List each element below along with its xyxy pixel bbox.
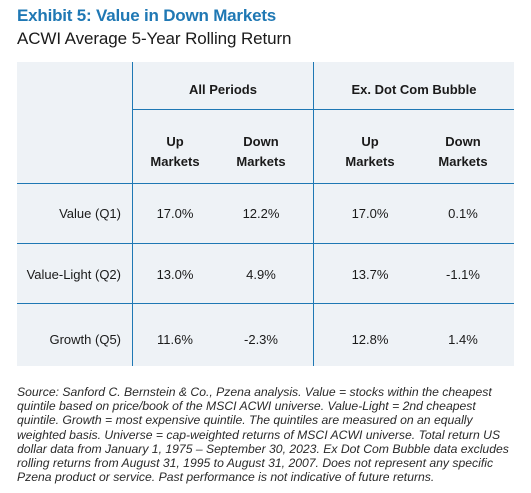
header-divider <box>133 109 514 110</box>
table-cell: -2.3% <box>244 332 278 347</box>
row-label-value: Value (Q1) <box>59 206 121 221</box>
row-label-value-light: Value-Light (Q2) <box>26 267 121 282</box>
exhibit-subtitle: ACWI Average 5-Year Rolling Return <box>17 29 292 48</box>
col-header-down-markets: Down Markets <box>236 134 286 169</box>
column-divider <box>313 62 314 366</box>
source-footnote: Source: Sanford C. Bernstein & Co., Pzen… <box>17 385 509 485</box>
table-cell: 17.0% <box>351 206 389 221</box>
table-cell: 4.9% <box>246 267 276 282</box>
col-header-up-markets-ex: Up Markets <box>345 134 395 169</box>
header-divider <box>17 183 514 184</box>
group-header-all-periods: All Periods <box>189 82 257 97</box>
table-cell: 11.6% <box>157 332 193 347</box>
table-cell: 13.7% <box>351 267 389 282</box>
exhibit-title: Exhibit 5: Value in Down Markets <box>17 6 277 25</box>
table-cell: 1.4% <box>448 332 478 347</box>
col-header-up-markets: Up Markets <box>150 134 200 169</box>
returns-table: All Periods Ex. Dot Com Bubble Up Market… <box>17 62 514 366</box>
table-cell: 13.0% <box>156 267 194 282</box>
table-cell: 0.1% <box>448 206 478 221</box>
row-label-growth: Growth (Q5) <box>49 332 121 347</box>
group-header-ex-dot-com: Ex. Dot Com Bubble <box>351 82 477 97</box>
table-cell: 12.2% <box>242 206 280 221</box>
table-cell: 12.8% <box>351 332 389 347</box>
table-cell: 17.0% <box>156 206 194 221</box>
column-divider <box>132 62 133 366</box>
table-cell: -1.1% <box>446 267 480 282</box>
col-header-down-markets-ex: Down Markets <box>438 134 488 169</box>
row-divider <box>17 243 514 244</box>
row-divider <box>17 303 514 304</box>
